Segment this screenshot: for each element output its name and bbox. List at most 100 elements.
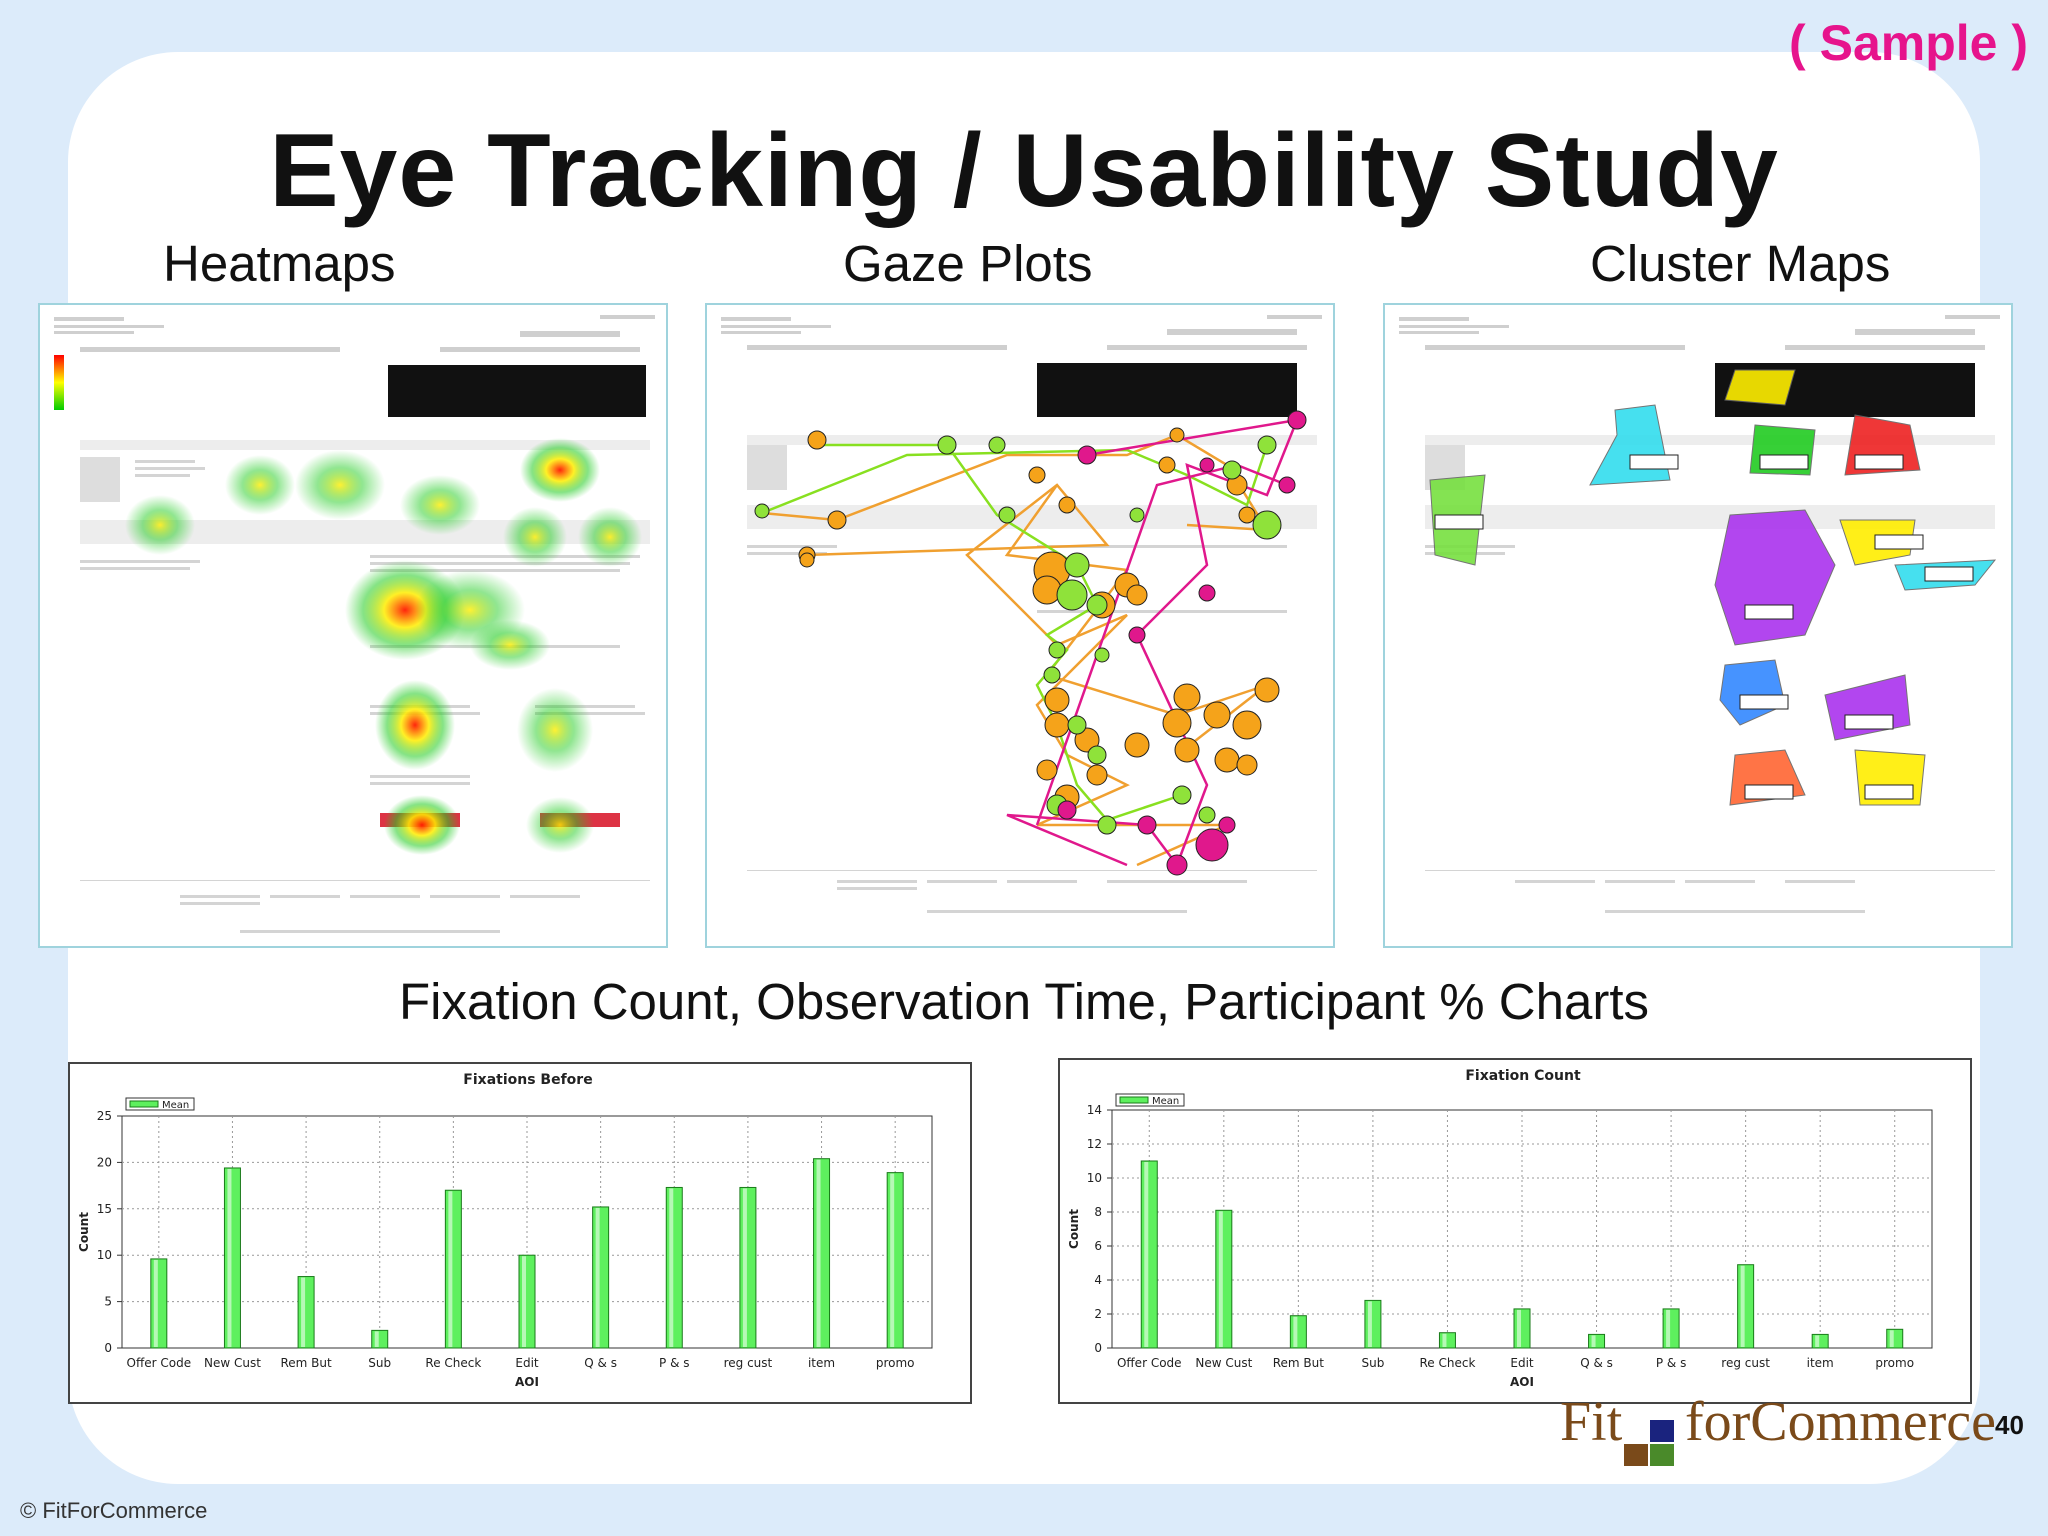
bar	[1513, 1308, 1531, 1349]
x-tick-label: Re Check	[1419, 1356, 1475, 1370]
x-tick-label: reg cust	[724, 1356, 773, 1370]
y-tick-label: 4	[1094, 1273, 1102, 1287]
x-tick-label: Rem But	[280, 1356, 332, 1370]
bar-highlight	[1367, 1301, 1372, 1347]
y-axis-label: Count	[1067, 1209, 1081, 1249]
legend-swatch	[129, 1100, 159, 1108]
bar-highlight	[742, 1188, 747, 1347]
y-tick-label: 2	[1094, 1307, 1102, 1321]
bar	[1811, 1333, 1829, 1349]
x-tick-label: New Cust	[204, 1356, 261, 1370]
x-tick-label: Sub	[368, 1356, 391, 1370]
x-tick-label: promo	[876, 1356, 915, 1370]
fixation-count-chart: Fixation Count 0 2 4 6 8 10 12 14 Offer Code New C…	[1058, 1058, 1972, 1404]
x-tick-label: Rem But	[1273, 1356, 1325, 1370]
x-tick-label: Offer Code	[127, 1356, 192, 1370]
y-tick-label: 25	[97, 1109, 112, 1123]
bar	[150, 1258, 168, 1349]
slide-title: Eye Tracking / Usability Study	[269, 113, 1779, 229]
bar	[1289, 1315, 1307, 1349]
bar	[223, 1167, 241, 1349]
chart-title: Fixations Before	[463, 1072, 592, 1088]
legend-label: Mean	[162, 1100, 189, 1111]
logo-text-forcommerce: forCommerce	[1685, 1391, 1996, 1453]
bar-highlight	[227, 1168, 232, 1347]
y-axis-label: Count	[77, 1212, 91, 1252]
y-tick-label: 12	[1087, 1137, 1102, 1151]
y-tick-label: 10	[1087, 1171, 1102, 1185]
x-tick-label: Edit	[515, 1356, 539, 1370]
gaze-plots-label: Gaze Plots	[843, 235, 1093, 292]
x-tick-label: Sub	[1361, 1356, 1384, 1370]
bar	[592, 1206, 610, 1349]
cluster-map-screenshot	[1383, 303, 2013, 948]
logo-squares-icon	[1624, 1420, 1674, 1466]
bar-highlight	[448, 1191, 453, 1347]
heatmaps-label: Heatmaps	[163, 235, 396, 292]
bar	[1662, 1308, 1680, 1349]
x-tick-label: item	[808, 1356, 835, 1370]
bar	[1215, 1209, 1233, 1349]
bar-highlight	[890, 1173, 895, 1347]
fixation-count-svg: Fixation Count 0 2 4 6 8 10 12 14 Offer Code New C…	[1067, 1068, 1933, 1389]
legend-label: Mean	[1152, 1096, 1179, 1107]
y-tick-label: 0	[104, 1341, 112, 1355]
x-tick-label: promo	[1875, 1356, 1914, 1370]
fixations-before-svg: Fixations Before 0 5 10 15 20 25 Offer Code New …	[77, 1072, 933, 1389]
copyright: © FitForCommerce	[20, 1498, 208, 1523]
y-tick-label: 8	[1094, 1205, 1102, 1219]
x-tick-label: Offer Code	[1117, 1356, 1182, 1370]
y-tick-label: 10	[97, 1248, 112, 1262]
logo-text-fit: Fit	[1560, 1391, 1623, 1453]
bar-highlight	[669, 1188, 674, 1347]
fitforcommerce-logo: Fit forCommerce	[1560, 1391, 1996, 1474]
bar-highlight	[816, 1159, 821, 1347]
bar-highlight	[1144, 1162, 1149, 1347]
x-tick-label: Q & s	[584, 1356, 617, 1370]
bar	[444, 1189, 462, 1349]
sample-tag: ( Sample )	[1789, 15, 2028, 71]
bar-highlight	[1889, 1330, 1894, 1347]
cluster-map-image	[1399, 315, 2000, 913]
bar	[297, 1276, 315, 1349]
charts-heading: Fixation Count, Observation Time, Partic…	[398, 973, 1650, 1030]
bar-highlight	[1591, 1335, 1596, 1347]
y-tick-label: 5	[104, 1295, 112, 1309]
bar	[1140, 1160, 1158, 1349]
legend-swatch	[1119, 1096, 1149, 1104]
bar	[1438, 1332, 1456, 1349]
bar-highlight	[1218, 1211, 1223, 1347]
x-tick-label: item	[1807, 1356, 1834, 1370]
bar-highlight	[1517, 1309, 1521, 1347]
bar	[665, 1186, 683, 1349]
bar	[1737, 1264, 1755, 1349]
x-axis-label: AOI	[1510, 1375, 1534, 1389]
y-tick-label: 15	[97, 1202, 112, 1216]
chart-title: Fixation Count	[1465, 1068, 1581, 1084]
bar	[1588, 1333, 1606, 1349]
heatmap-screenshot	[38, 303, 668, 948]
fixations-before-chart: Fixations Before 0 5 10 15 20 25 Offer Code New …	[68, 1062, 972, 1404]
bar-highlight	[153, 1259, 158, 1347]
y-tick-label: 14	[1087, 1103, 1102, 1117]
heatmap-image	[54, 315, 655, 933]
x-tick-label: Re Check	[425, 1356, 481, 1370]
x-tick-label: P & s	[659, 1356, 689, 1370]
bar	[886, 1172, 904, 1349]
x-tick-label: New Cust	[1195, 1356, 1252, 1370]
x-tick-label: Edit	[1510, 1356, 1534, 1370]
bar-highlight	[1293, 1316, 1298, 1347]
bar-highlight	[1740, 1265, 1745, 1347]
bar-highlight	[522, 1256, 526, 1347]
bar-highlight	[374, 1331, 379, 1347]
bar	[1886, 1328, 1904, 1349]
bar	[813, 1158, 831, 1349]
page-number: 40	[1995, 1410, 2024, 1440]
y-tick-label: 20	[97, 1155, 112, 1169]
x-axis-label: AOI	[515, 1375, 539, 1389]
bar	[518, 1254, 536, 1349]
x-tick-label: P & s	[1656, 1356, 1686, 1370]
bar-highlight	[1442, 1333, 1447, 1347]
gaze-plot-screenshot	[705, 303, 1335, 948]
y-tick-label: 0	[1094, 1341, 1102, 1355]
